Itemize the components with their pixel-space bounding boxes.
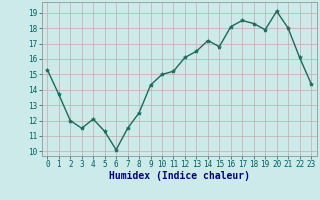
X-axis label: Humidex (Indice chaleur): Humidex (Indice chaleur) <box>109 171 250 181</box>
